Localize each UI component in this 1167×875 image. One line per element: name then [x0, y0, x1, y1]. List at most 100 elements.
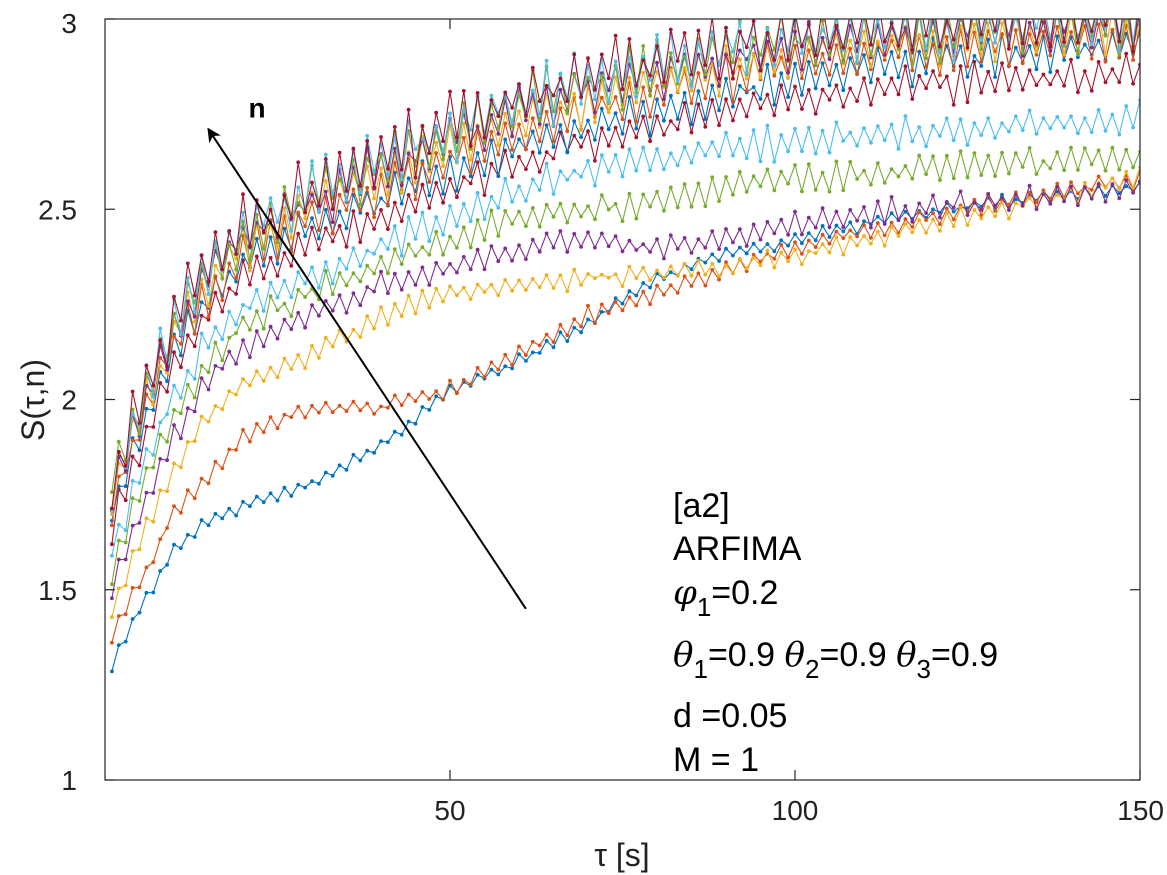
- series-point-n7: [365, 212, 370, 216]
- series-point-n4: [1048, 201, 1053, 206]
- series-point-n8: [862, 53, 866, 57]
- series-point-n2: [875, 221, 880, 225]
- y-axis-label: S(τ,n): [15, 359, 51, 441]
- series-point-n5: [116, 538, 121, 543]
- series-point-n5: [786, 181, 790, 186]
- series-point-n2: [482, 375, 487, 379]
- series-point-n11: [820, 35, 825, 40]
- series-point-n9: [648, 115, 652, 119]
- series-point-n5: [1117, 167, 1122, 172]
- series-point-n8: [668, 93, 673, 98]
- series-point-n2: [806, 238, 811, 243]
- series-point-n7: [703, 124, 708, 129]
- series-point-n14: [979, 32, 984, 37]
- series-point-n12: [959, 14, 963, 18]
- series-point-n14: [869, 42, 873, 47]
- series-point-n2: [779, 242, 784, 247]
- series-point-n5: [1007, 171, 1011, 176]
- series-point-n6: [910, 139, 915, 144]
- series-point-n7: [731, 118, 735, 123]
- series-point-n7: [958, 64, 963, 69]
- series-point-n14: [662, 80, 666, 84]
- series-point-n1: [289, 494, 294, 498]
- series-point-n5: [620, 219, 625, 224]
- series-point-n5: [1048, 166, 1053, 171]
- series-point-n7: [489, 161, 494, 166]
- series-point-n7: [965, 100, 970, 105]
- series-point-n13: [1083, 10, 1087, 14]
- series-point-n10: [744, 76, 749, 81]
- series-point-n13: [682, 44, 687, 48]
- series-point-n9: [510, 147, 514, 152]
- series-point-n14: [241, 192, 245, 197]
- series-point-n14: [813, 53, 818, 58]
- series-point-n6: [855, 143, 859, 148]
- series-point-n6: [682, 145, 687, 149]
- series-point-n13: [951, 58, 956, 63]
- series-point-n8: [461, 156, 466, 161]
- series-point-n9: [772, 73, 777, 78]
- series-point-n12: [386, 178, 390, 183]
- series-point-n5: [275, 308, 280, 313]
- series-point-n3: [744, 266, 749, 271]
- series-point-n14: [793, 12, 797, 16]
- series-point-n3: [551, 286, 556, 290]
- series-point-n1: [372, 450, 376, 455]
- series-point-n6: [379, 237, 383, 242]
- series-point-n11: [330, 220, 335, 225]
- series-point-n6: [613, 153, 618, 157]
- series-point-n3: [310, 343, 314, 348]
- series-point-n6: [372, 251, 376, 256]
- series-point-n6: [275, 295, 280, 300]
- series-point-n1: [220, 516, 225, 521]
- series-point-n7: [744, 114, 749, 119]
- series-point-n13: [744, 71, 749, 75]
- series-point-n3: [779, 250, 784, 255]
- series-point-n4: [296, 310, 301, 315]
- series-point-n11: [123, 468, 128, 473]
- series-point-n1: [717, 259, 721, 263]
- series-point-n8: [765, 62, 770, 67]
- series-point-n5: [572, 202, 577, 207]
- series-point-n11: [489, 113, 494, 117]
- series-point-n5: [303, 295, 307, 299]
- series-point-n6: [717, 154, 721, 159]
- series-point-n11: [724, 53, 728, 57]
- series-point-n10: [1062, 52, 1066, 57]
- series-point-n4: [848, 208, 853, 212]
- series-point-n4: [758, 237, 763, 242]
- series-point-n5: [751, 174, 756, 179]
- series-point-n13: [434, 123, 439, 128]
- series-point-n3: [510, 288, 514, 293]
- series-point-n4: [855, 218, 859, 223]
- series-point-n7: [855, 99, 859, 103]
- series-point-n11: [1027, 20, 1032, 25]
- series-point-n9: [565, 129, 570, 134]
- series-point-n3: [662, 275, 666, 280]
- series-point-n9: [434, 151, 439, 155]
- series-point-n3: [151, 519, 156, 524]
- series-point-n3: [413, 311, 418, 316]
- series-point-n5: [931, 154, 935, 159]
- series-point-n8: [572, 119, 577, 123]
- series-point-n8: [758, 97, 763, 101]
- series-point-n10: [689, 88, 694, 93]
- series-point-n3: [958, 205, 963, 210]
- series-point-n6: [703, 153, 708, 158]
- series-point-n3: [558, 273, 563, 278]
- series-point-n5: [1055, 150, 1060, 155]
- series-point-n5: [1027, 146, 1032, 150]
- series-point-n7: [606, 143, 611, 148]
- series-point-n1: [765, 242, 770, 246]
- series-point-n5: [1034, 172, 1039, 176]
- series-point-n2: [199, 476, 204, 481]
- series-point-n5: [1089, 162, 1094, 167]
- series-point-n2: [717, 277, 721, 282]
- series-point-n9: [972, 30, 977, 35]
- series-point-n2: [220, 466, 225, 471]
- series-line-n14: [111, 19, 1138, 509]
- series-point-n6: [565, 177, 570, 182]
- series-point-n5: [248, 327, 252, 332]
- series-point-n10: [889, 33, 894, 38]
- series-point-n5: [206, 370, 211, 375]
